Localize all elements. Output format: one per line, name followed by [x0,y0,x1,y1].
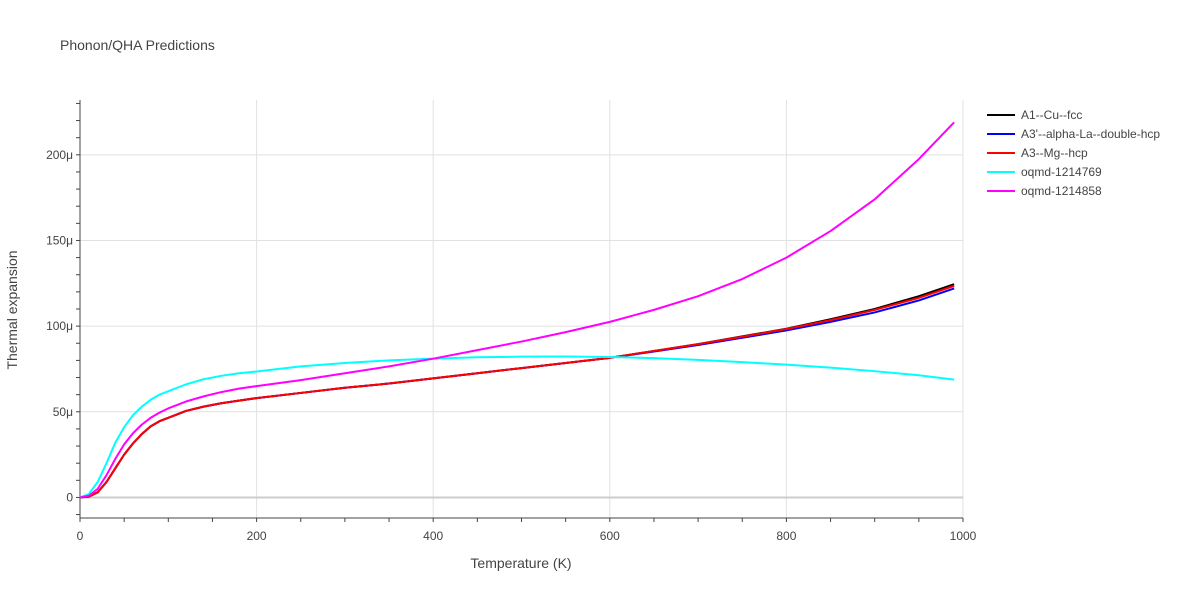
legend-item[interactable]: oqmd-1214769 [987,165,1102,179]
legend-item[interactable]: A3'--alpha-La--double-hcp [987,127,1160,141]
x-tick-label: 0 [77,529,84,543]
legend-item[interactable]: oqmd-1214858 [987,184,1102,198]
legend-label: A3'--alpha-La--double-hcp [1021,127,1160,141]
axes: 0 200 400 600 800 1000 0 50μ 100μ 150μ 200μ [46,100,977,543]
series-line-A1--Cu--fcc [79,283,955,499]
x-tick-label: 800 [776,529,796,543]
y-tick-label: 50μ [53,405,73,419]
legend-label: A3--Mg--hcp [1021,146,1088,160]
x-axis-title: Temperature (K) [470,555,571,571]
x-tick-label: 400 [423,529,443,543]
x-tick-label: 600 [600,529,620,543]
y-tick-label: 150μ [46,233,73,247]
legend-label: A1--Cu--fcc [1021,108,1082,122]
series-line-oqmd-1214769 [79,355,955,499]
chart-title: Phonon/QHA Predictions [60,37,215,53]
legend[interactable]: A1--Cu--fcc A3'--alpha-La--double-hcp A3--… [987,108,1160,198]
x-tick-label: 1000 [950,529,977,543]
y-tick-label: 0 [66,490,73,504]
y-tick-label: 200μ [46,148,73,162]
legend-item[interactable]: A3--Mg--hcp [987,146,1088,160]
series-line-A3'--alpha-La--double-hcp [79,287,955,499]
legend-label: oqmd-1214858 [1021,184,1102,198]
series-group [79,121,955,499]
x-tick-label: 200 [247,529,267,543]
legend-label: oqmd-1214769 [1021,165,1102,179]
series-line-A3--Mg--hcp [79,284,955,499]
legend-item[interactable]: A1--Cu--fcc [987,108,1082,122]
y-axis-title: Thermal expansion [4,250,20,369]
grid [80,100,964,518]
y-tick-label: 100μ [46,319,73,333]
series-line-oqmd-1214858 [79,121,955,499]
